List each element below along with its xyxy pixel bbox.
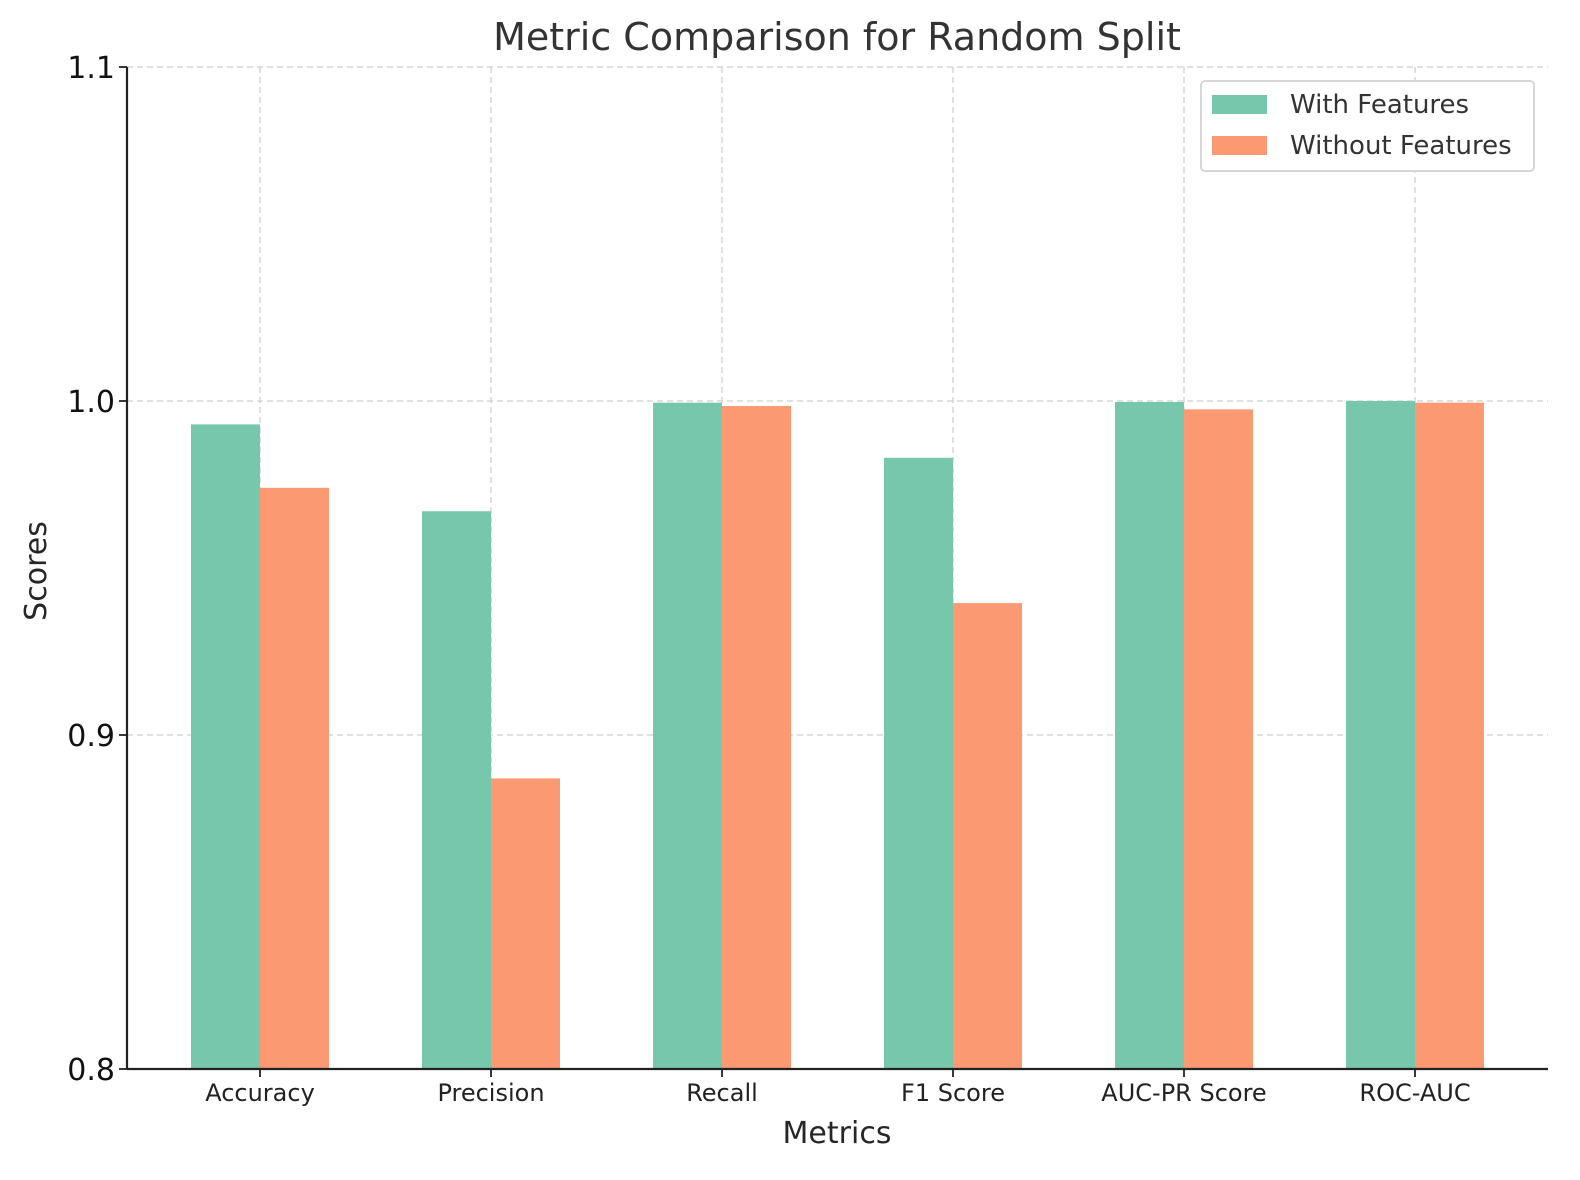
x-tick-label: Recall [686, 1079, 758, 1107]
x-tick-label: ROC-AUC [1359, 1079, 1470, 1107]
bar-without-features [491, 778, 560, 1069]
legend-label-without-features: Without Features [1290, 131, 1512, 161]
bar-with-features [191, 424, 260, 1069]
bar-with-features [1346, 401, 1415, 1069]
axes [125, 67, 1548, 1071]
y-tick-label: 1.0 [67, 385, 115, 420]
y-tick-label: 0.8 [67, 1053, 115, 1088]
legend: With Features Without Features [1200, 80, 1535, 172]
legend-swatch-without-features [1212, 136, 1267, 155]
chart-title: Metric Comparison for Random Split [493, 15, 1181, 59]
legend-swatch-with-features [1212, 95, 1267, 114]
bar-with-features [653, 402, 722, 1069]
bar-without-features [260, 487, 329, 1070]
x-tick-label: Accuracy [205, 1079, 315, 1107]
grid [127, 66, 1548, 1070]
y-tick-label: 0.9 [67, 719, 115, 754]
y-axis-label: Scores [19, 521, 54, 621]
bar-with-features [884, 457, 953, 1069]
legend-frame [1200, 80, 1535, 172]
bars [191, 401, 1484, 1070]
bar-without-features [1184, 409, 1253, 1070]
x-axis-label: Metrics [783, 1116, 892, 1151]
bar-without-features [722, 406, 791, 1069]
bar-without-features [953, 603, 1022, 1069]
y-tick-label: 1.1 [67, 51, 115, 86]
x-tick-label: Precision [437, 1079, 544, 1107]
bar-without-features [1415, 402, 1484, 1069]
legend-label-with-features: With Features [1290, 90, 1469, 120]
ticks: 0.8 0.9 1.0 1.1 Accuracy Precision Recall F1 Sc… [67, 51, 1470, 1107]
x-tick-label: AUC-PR Score [1101, 1079, 1266, 1107]
x-tick-label: F1 Score [901, 1079, 1005, 1107]
bar-with-features [422, 511, 491, 1070]
bar-with-features [1115, 402, 1184, 1069]
